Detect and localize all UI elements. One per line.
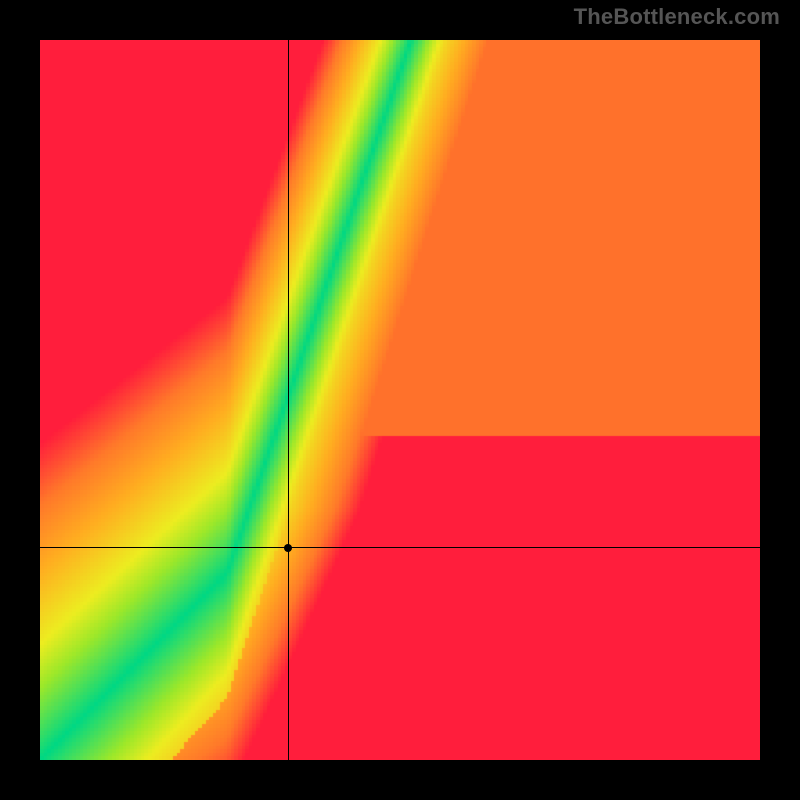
chart-container: TheBottleneck.com <box>0 0 800 800</box>
heatmap-canvas <box>40 40 760 760</box>
plot-frame <box>40 40 760 760</box>
crosshair-vertical <box>288 40 289 760</box>
crosshair-point <box>284 544 292 552</box>
crosshair-horizontal <box>40 547 760 548</box>
watermark-text: TheBottleneck.com <box>574 4 780 30</box>
